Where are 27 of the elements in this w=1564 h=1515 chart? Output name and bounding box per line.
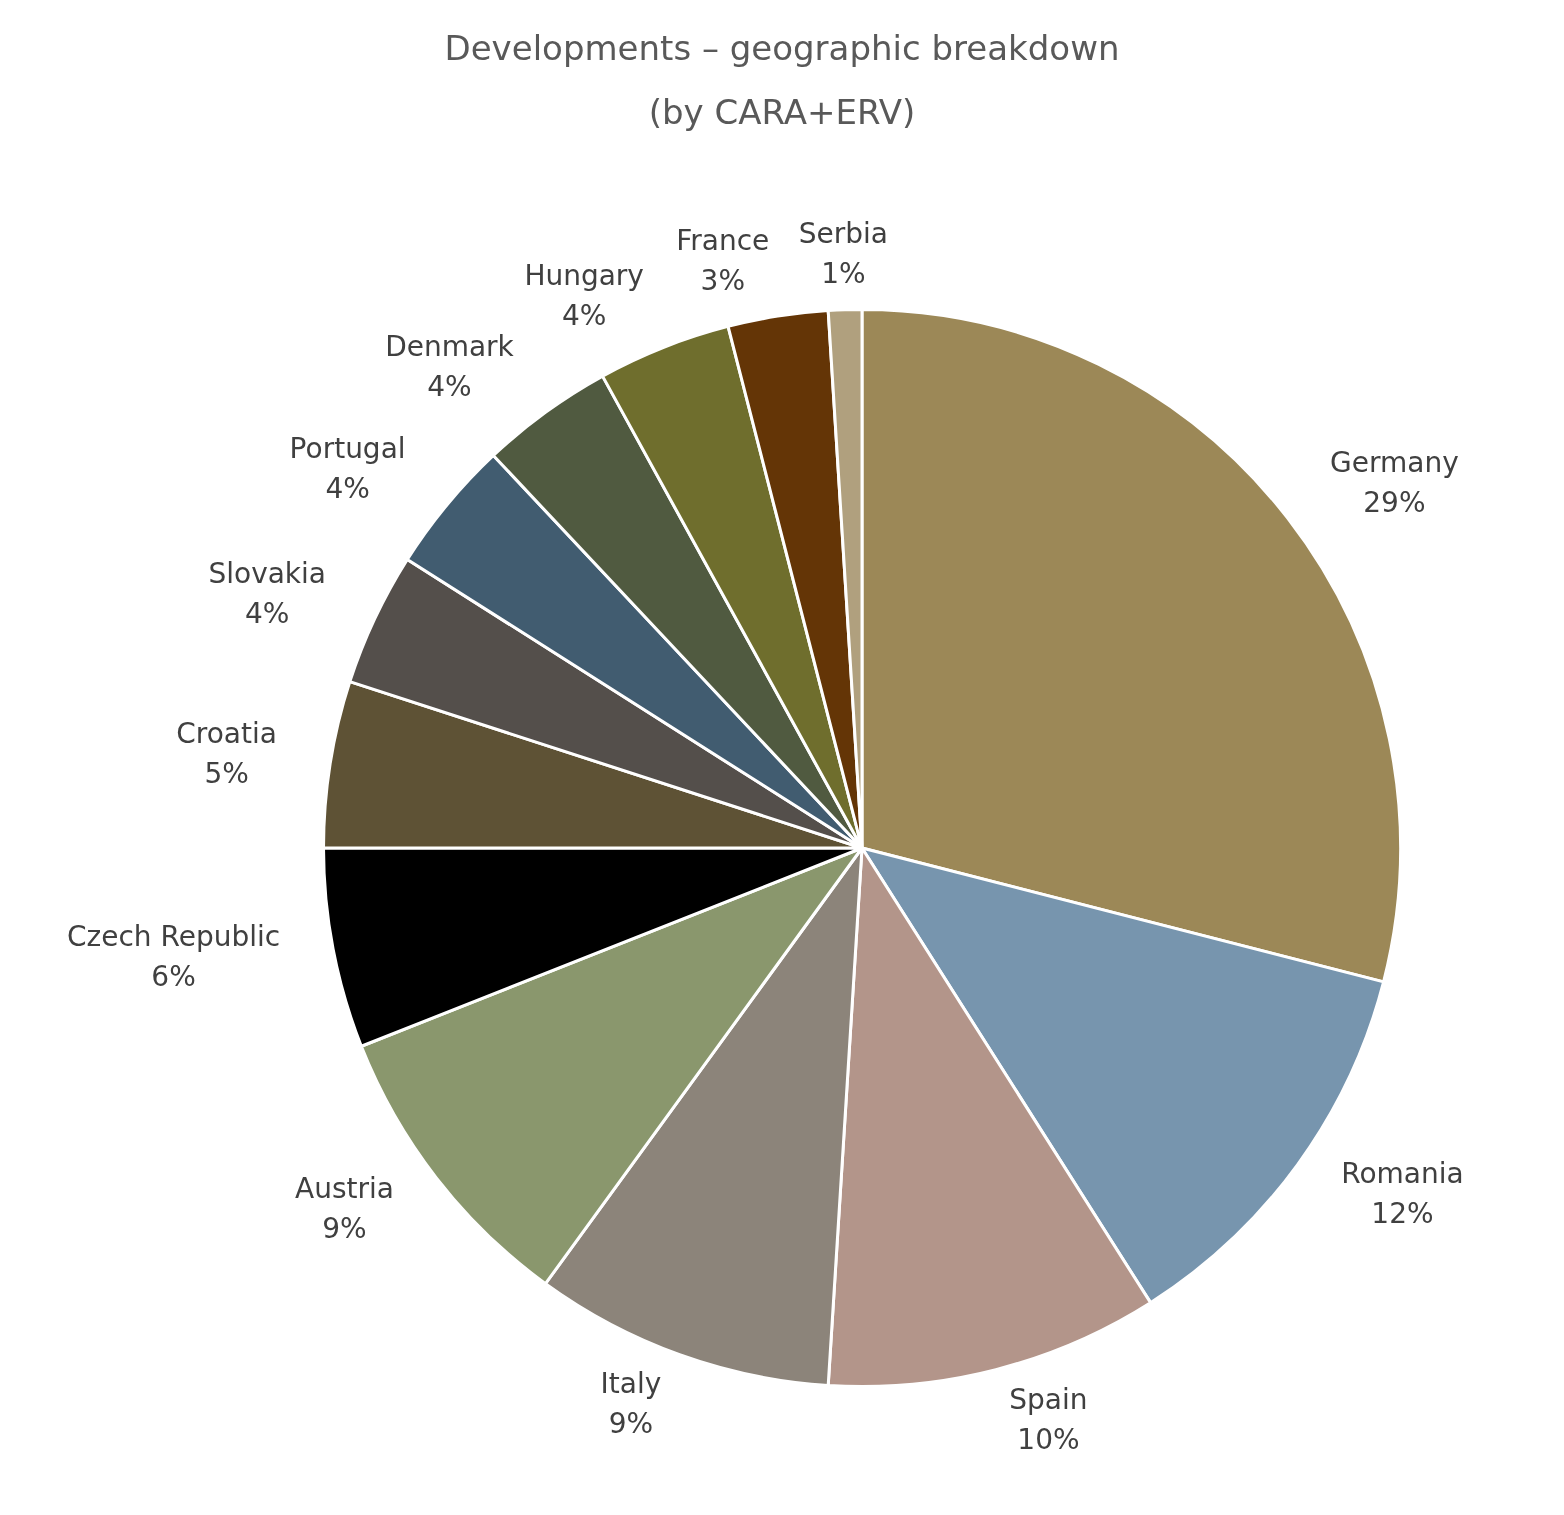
slice-label: Hungary bbox=[524, 258, 644, 292]
slice-label: Croatia bbox=[176, 716, 277, 750]
slice-label: Spain bbox=[1009, 1383, 1088, 1417]
data-label: 10% bbox=[1017, 1423, 1080, 1457]
data-label: 29% bbox=[1363, 486, 1426, 520]
chart-title: Developments – geographic breakdown (by CARA+ERV) bbox=[443, 27, 1121, 134]
slice-label: Denmark bbox=[385, 330, 515, 364]
slice-label: Czech Republic bbox=[66, 920, 281, 954]
data-label: 4% bbox=[245, 597, 290, 631]
slice-label: Serbia bbox=[798, 217, 889, 251]
data-label: 12% bbox=[1371, 1197, 1434, 1231]
slice-label: France bbox=[676, 224, 770, 258]
slice-label: Romania bbox=[1341, 1157, 1464, 1191]
data-label: 5% bbox=[204, 756, 249, 790]
slice-label: Germany bbox=[1330, 446, 1459, 480]
slice-label: Italy bbox=[600, 1366, 662, 1400]
data-label: 3% bbox=[700, 264, 745, 298]
slice-label: Austria bbox=[295, 1172, 394, 1206]
data-label: 6% bbox=[151, 960, 196, 994]
slice-label: Slovakia bbox=[208, 557, 327, 591]
data-label: 1% bbox=[821, 257, 866, 291]
data-label: 4% bbox=[561, 298, 607, 332]
data-label: 9% bbox=[322, 1212, 367, 1246]
data-label: 4% bbox=[325, 471, 370, 505]
data-label: 9% bbox=[608, 1406, 654, 1440]
data-label: 4% bbox=[427, 370, 472, 404]
slice-label: Portugal bbox=[289, 431, 406, 465]
